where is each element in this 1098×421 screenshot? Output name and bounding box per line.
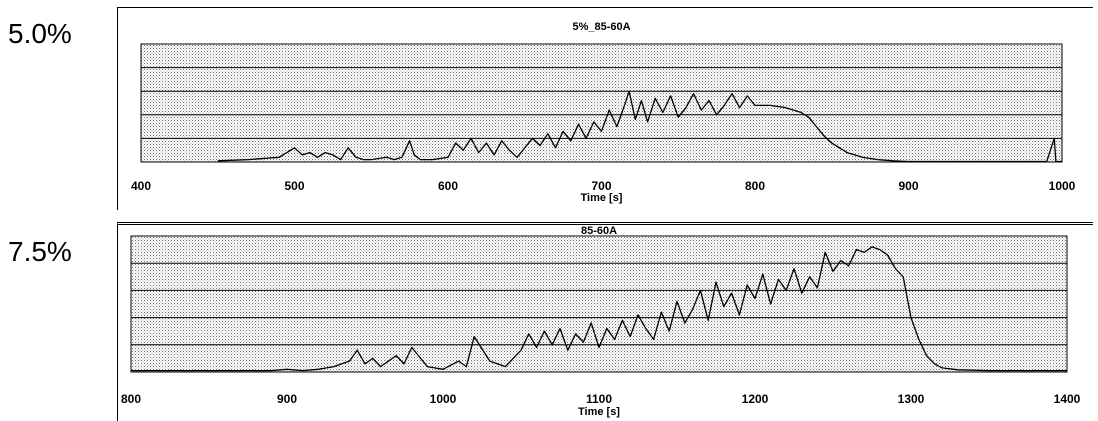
x-tick-label: 500 xyxy=(284,179,304,193)
plot-area xyxy=(140,43,1063,163)
x-tick-label: 1400 xyxy=(1054,392,1081,406)
x-tick-label: 800 xyxy=(121,392,141,406)
x-tick-label: 600 xyxy=(438,179,458,193)
x-tick-label: 1100 xyxy=(586,392,612,406)
x-tick-label: 1000 xyxy=(430,392,457,406)
x-axis-label: Time [s] xyxy=(578,406,620,418)
x-tick-label: 1000 xyxy=(1049,179,1076,193)
x-axis-label: Time [s] xyxy=(581,192,623,204)
x-tick-label: 400 xyxy=(131,179,151,193)
chart-bottom: 800 900 1000 1100 1200 1300 1400 85-60A Time [s] xyxy=(121,225,1081,418)
chart-title: 85-60A xyxy=(581,225,617,237)
x-tick-label: 900 xyxy=(277,392,297,406)
chart-panel-bottom xyxy=(117,222,1093,421)
chart-title: 5%_85-60A xyxy=(572,21,630,33)
series-line xyxy=(131,246,1067,372)
row-label-bottom: 7.5% xyxy=(8,236,72,267)
chart-top: 400 500 600 700 800 900 1000 5%_85-60A Time [s] xyxy=(131,21,1076,204)
x-tick-label: 900 xyxy=(898,179,918,193)
series-line xyxy=(217,90,1062,163)
row-label-top: 5.0% xyxy=(8,18,72,49)
x-tick-label: 800 xyxy=(745,179,765,193)
x-tick-label: 700 xyxy=(591,179,611,193)
plot-area xyxy=(130,235,1068,373)
x-tick-label: 1300 xyxy=(898,392,925,406)
x-tick-label: 1200 xyxy=(742,392,769,406)
chart-panel-top xyxy=(117,7,1093,210)
